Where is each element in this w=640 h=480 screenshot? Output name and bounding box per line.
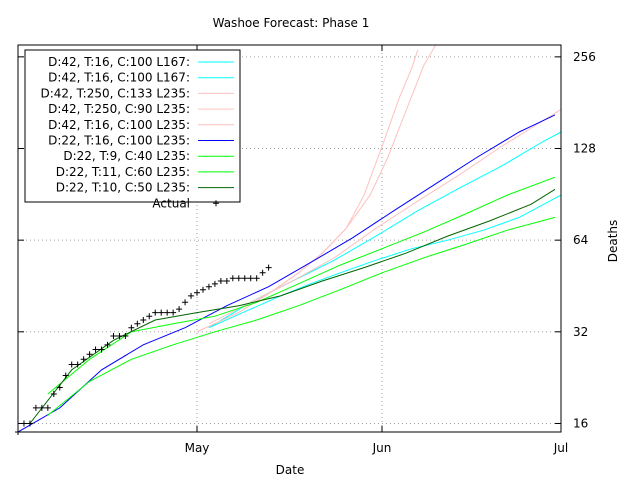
series-lines (18, 45, 561, 432)
legend-box (24, 49, 241, 203)
actual-marker (68, 361, 75, 368)
actual-marker (128, 324, 135, 331)
actual-marker (188, 292, 195, 299)
actual-marker (194, 289, 201, 296)
y-tick-label: 64 (573, 233, 588, 247)
series-line (208, 108, 561, 325)
actual-marker (265, 264, 272, 271)
x-tick-label: Jul (553, 441, 568, 455)
series-line (47, 216, 556, 416)
legend-label: D:42, T:16, C:100 L167: (48, 71, 190, 85)
actual-marker (104, 341, 111, 348)
legend-marker (213, 200, 219, 207)
axis-ticks: 16 32 64 128 256 May Jun Jul (18, 45, 596, 455)
actual-marker (241, 275, 248, 282)
chart-title: Washoe Forecast: Phase 1 (213, 16, 370, 30)
actual-marker (152, 309, 159, 316)
actual-marker (62, 372, 69, 379)
legend-label: D:42, T:250, C:133 L235: (40, 86, 190, 100)
series-line (196, 49, 419, 333)
actual-marker (182, 299, 189, 306)
actual-marker (98, 346, 105, 353)
actual-marker (164, 309, 171, 316)
actual-marker (170, 309, 177, 316)
actual-marker (158, 309, 165, 316)
x-tick-label: May (185, 441, 210, 455)
legend-label: D:42, T:16, C:100 L235: (48, 118, 190, 132)
actual-marker (247, 275, 254, 282)
plot-frame (17, 44, 562, 433)
actual-marker (199, 286, 206, 293)
actual-marker (223, 277, 230, 284)
actual-marker (259, 269, 266, 276)
series-line (29, 188, 556, 424)
actual-marker (26, 420, 33, 427)
actual-markers (15, 264, 272, 435)
legend-label: D:22, T:9, C:40 L235: (63, 149, 190, 163)
actual-marker (211, 280, 218, 287)
x-axis-label: Date (276, 463, 305, 477)
actual-marker (140, 316, 147, 323)
legend-label: D:22, T:10, C:50 L235: (56, 181, 190, 195)
legend-label: D:42, T:250, C:90 L235: (48, 102, 190, 116)
legend-label: D:42, T:16, C:100 L167: (48, 55, 190, 69)
actual-marker (217, 277, 224, 284)
y-tick-label: 256 (573, 50, 596, 64)
y-axis-label: Deaths (606, 220, 620, 263)
actual-marker (134, 320, 141, 327)
actual-marker (146, 313, 153, 320)
y-tick-label: 128 (573, 142, 596, 156)
actual-marker (80, 356, 87, 363)
actual-marker (32, 404, 39, 411)
x-tick-label: Jun (372, 441, 392, 455)
legend-label: D:22, T:16, C:100 L235: (48, 134, 190, 148)
y-tick-label: 32 (573, 325, 588, 339)
actual-marker (229, 275, 236, 282)
actual-marker (74, 361, 81, 368)
actual-marker (205, 283, 212, 290)
legend-label: D:22, T:11, C:60 L235: (56, 165, 190, 179)
actual-marker (116, 333, 123, 340)
actual-marker (56, 384, 63, 391)
actual-marker (122, 333, 129, 340)
series-line (18, 114, 556, 432)
actual-marker (110, 333, 117, 340)
y-tick-label: 16 (573, 416, 588, 430)
actual-marker (50, 390, 57, 397)
actual-marker (86, 351, 93, 358)
actual-marker (235, 275, 242, 282)
legend-label: Actual (152, 196, 190, 210)
actual-marker (253, 275, 260, 282)
actual-marker (176, 306, 183, 313)
actual-marker (44, 404, 51, 411)
series-line (208, 194, 561, 329)
actual-marker (38, 404, 45, 411)
actual-marker (92, 346, 99, 353)
legend: D:42, T:16, C:100 L167: D:42, T:16, C:100… (24, 49, 241, 210)
